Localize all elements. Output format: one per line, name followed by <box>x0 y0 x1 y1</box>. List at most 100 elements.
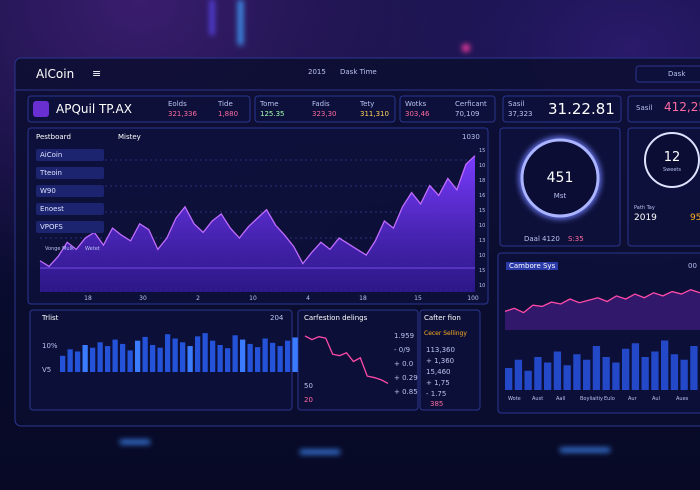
bar <box>670 354 679 390</box>
stat-label: Tety <box>360 100 375 108</box>
bar <box>631 343 640 390</box>
bar <box>135 340 141 372</box>
bar <box>232 335 238 372</box>
bar <box>120 343 126 372</box>
bar <box>60 355 66 372</box>
header-title: Dask Time <box>340 68 377 76</box>
bar <box>583 359 591 390</box>
y-tick-label: 15 <box>479 208 485 214</box>
sidebar-item[interactable]: Enoest <box>36 203 104 215</box>
ticker-icon <box>33 101 49 117</box>
panel-title: Trlist <box>42 314 59 322</box>
chart-badge: 1030 <box>462 133 480 141</box>
area <box>40 155 475 292</box>
bar <box>270 342 276 372</box>
stat-value: 323,30 <box>312 110 337 118</box>
legend-entry: Wetet <box>85 246 100 252</box>
sidebar-item[interactable]: Tteoin <box>36 167 104 179</box>
y-tick-label: 18 <box>479 178 485 184</box>
menu-icon[interactable]: ≡ <box>92 67 102 80</box>
axis-label: - 0/9 <box>394 346 411 354</box>
ticker-name: APQuil TP.AX <box>56 102 132 116</box>
x-tick-label: Wote <box>508 396 521 402</box>
bar <box>150 345 156 372</box>
search[interactable]: Dask <box>668 70 686 78</box>
gauge-label: Mst <box>553 192 567 200</box>
bar <box>165 334 171 372</box>
x-tick-label: 15 <box>414 295 422 302</box>
bar <box>75 351 81 372</box>
bar <box>292 337 298 372</box>
cafter-row: 113,360 <box>426 346 455 354</box>
stat-label: Fadis <box>312 100 330 108</box>
y-tick-label: 10 <box>479 253 485 259</box>
x-tick-label: Aall <box>556 396 565 402</box>
stat-label: Eolds <box>168 100 187 108</box>
bar <box>262 338 268 372</box>
x-tick-label: 100 <box>467 295 479 302</box>
y-tick-label: 13 <box>479 238 485 244</box>
decor <box>120 0 610 454</box>
sidebar-item[interactable]: VPOFS <box>36 221 104 233</box>
bar <box>602 357 610 390</box>
bar <box>544 362 552 390</box>
cafter-row: + 1,360 <box>426 357 455 365</box>
brand: AlCoin <box>36 67 75 81</box>
sidebar-title: Pestboard <box>36 133 71 141</box>
stat-label: Wotks <box>405 100 427 108</box>
side-value: 412,25 <box>664 100 700 114</box>
bar <box>592 346 601 390</box>
cafter-row: + 1,75 <box>426 379 450 387</box>
x-tick-label: 10 <box>249 295 257 302</box>
panel-badge: 204 <box>270 314 284 322</box>
gauge-ring <box>520 138 600 218</box>
gauge-footer: 4120 <box>542 235 560 243</box>
y-tick-label: 10 <box>479 163 485 169</box>
x-tick-label: Aues <box>676 396 689 402</box>
stat-value: 321,336 <box>168 110 197 118</box>
sidebar-item[interactable]: W90 <box>36 185 104 197</box>
sidebar-item[interactable]: AiCoin <box>36 149 104 161</box>
x-tick-label: Aur <box>628 396 638 402</box>
x-tick-label: 18 <box>84 295 92 302</box>
x-tick-label: 4 <box>306 295 310 302</box>
price-label: Sasil <box>508 100 525 108</box>
axis-label: 10% <box>42 342 58 350</box>
bar <box>505 368 513 390</box>
bar <box>277 346 283 372</box>
chart-title: Mistey <box>118 133 141 141</box>
axis-label: 50 <box>304 382 313 390</box>
area <box>505 289 700 330</box>
line <box>504 289 700 314</box>
axis-label: 1.959 <box>394 332 415 340</box>
x-tick-label: Aul <box>652 396 660 402</box>
bar <box>524 370 532 390</box>
gauge-footer: Daal <box>524 235 540 243</box>
bar <box>195 336 201 372</box>
x-tick-label: 30 <box>139 295 147 302</box>
x-tick-label: 2 <box>196 295 200 302</box>
gauge-footer: S:35 <box>568 235 584 243</box>
side-label: Sasil <box>636 104 653 112</box>
line <box>39 155 476 268</box>
gauge2-ring <box>644 132 700 188</box>
bar <box>105 346 111 372</box>
bar <box>661 340 669 390</box>
bar <box>210 340 216 372</box>
x-tick-label: 18 <box>359 295 367 302</box>
bar <box>534 357 542 390</box>
x-tick-label: Aust <box>532 396 543 402</box>
stat-label: Tide <box>218 100 233 108</box>
line <box>304 335 389 384</box>
bar <box>82 345 88 372</box>
panel-title: Cambore Sys <box>506 262 559 270</box>
panel-subtitle: Cecer Sellingy <box>424 330 467 337</box>
bar <box>553 351 562 390</box>
bar <box>202 333 208 372</box>
y-tick-label: 15 <box>479 148 485 154</box>
y-tick-label: 15 <box>479 268 485 274</box>
bar <box>255 347 261 372</box>
axis-label: + 0.29 <box>394 374 418 382</box>
